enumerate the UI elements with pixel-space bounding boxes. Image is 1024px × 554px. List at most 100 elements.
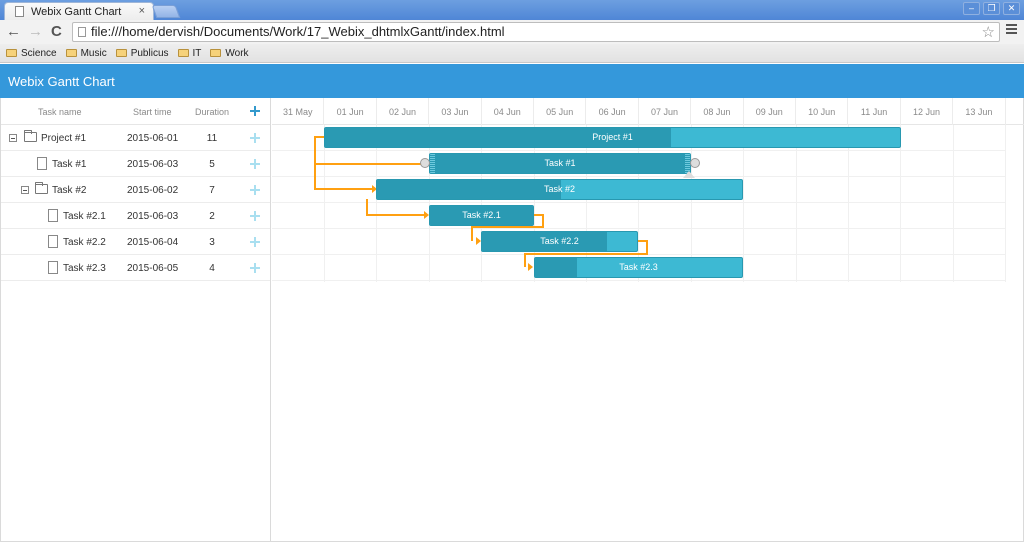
dependency-link[interactable]	[314, 188, 372, 190]
dependency-link[interactable]	[534, 214, 544, 216]
resize-handle-left[interactable]	[430, 154, 435, 173]
gantt-bar-project-1[interactable]: Project #1	[324, 127, 901, 148]
resize-handle-right[interactable]	[685, 154, 690, 173]
column-header-start-time[interactable]: Start time	[133, 107, 172, 117]
reload-button[interactable]: C	[51, 23, 62, 40]
scale-cell: 09 Jun	[744, 98, 796, 125]
grid-row[interactable]: Project #1 2015-06-01 11	[1, 125, 270, 151]
folder-icon	[65, 49, 77, 57]
minimize-button[interactable]: –	[963, 2, 980, 15]
column-header-task-name[interactable]: Task name	[38, 107, 82, 117]
bookmark-label: Science	[21, 47, 57, 59]
grid-header: Task name Start time Duration	[1, 98, 270, 125]
progress-fill	[430, 206, 533, 225]
add-subtask-button[interactable]	[250, 133, 260, 143]
dependency-link[interactable]	[524, 253, 648, 255]
dependency-link[interactable]	[471, 226, 544, 228]
forward-button[interactable]: →	[28, 23, 43, 40]
scale-cell: 03 Jun	[429, 98, 482, 125]
link-end-handle[interactable]	[690, 158, 700, 168]
bar-label: Project #1	[592, 132, 633, 142]
task-start: 2015-06-04	[127, 237, 179, 248]
bar-label: Task #2.3	[619, 262, 658, 272]
task-start: 2015-06-05	[127, 263, 179, 274]
bookmark-it[interactable]: IT	[177, 47, 202, 59]
dependency-link[interactable]	[646, 240, 648, 254]
folder-open-icon	[35, 182, 48, 194]
grid-row[interactable]: Task #2 2015-06-02 7	[1, 177, 270, 203]
task-name: Task #2	[52, 185, 87, 196]
gantt-bar-task-2[interactable]: Task #2	[376, 179, 743, 200]
collapse-icon[interactable]	[21, 186, 29, 194]
grid-row[interactable]: Task #2.2 2015-06-04 3	[1, 229, 270, 255]
bookmark-music[interactable]: Music	[65, 48, 107, 59]
link-arrow-icon	[424, 211, 429, 219]
scale-cell: 31 May	[272, 98, 325, 125]
gantt-bar-task-2-3[interactable]: Task #2.3	[534, 257, 743, 278]
progress-fill	[535, 258, 577, 277]
new-tab-button[interactable]	[151, 5, 181, 18]
grid-row[interactable]: Task #2.3 2015-06-05 4	[1, 255, 270, 281]
add-subtask-button[interactable]	[250, 159, 260, 169]
dependency-link[interactable]	[471, 226, 473, 241]
progress-drag-handle[interactable]	[683, 171, 695, 178]
back-button[interactable]: ←	[6, 23, 21, 40]
gantt-bar-task-1[interactable]: Task #1	[429, 153, 691, 174]
url-text[interactable]: file:///home/dervish/Documents/Work/17_W…	[91, 24, 505, 39]
dependency-link[interactable]	[542, 214, 544, 227]
browser-menu-icon[interactable]	[1006, 24, 1017, 36]
timeline-scale: 31 May 01 Jun 02 Jun 03 Jun 04 Jun 05 Ju…	[272, 98, 1024, 125]
dependency-link[interactable]	[638, 240, 648, 242]
bookmark-publicus[interactable]: Publicus	[115, 48, 169, 59]
dependency-link[interactable]	[314, 163, 424, 165]
gantt-bar-task-2-1[interactable]: Task #2.1	[429, 205, 534, 226]
add-subtask-button[interactable]	[250, 237, 260, 247]
add-subtask-button[interactable]	[250, 185, 260, 195]
task-duration: 11	[206, 133, 218, 144]
file-icon	[48, 261, 58, 274]
folder-icon	[177, 49, 189, 57]
scale-cell: 08 Jun	[691, 98, 744, 125]
bookmark-work[interactable]: Work	[210, 48, 249, 59]
folder-icon	[115, 49, 127, 57]
dependency-link[interactable]	[314, 136, 316, 189]
bookmark-science[interactable]: Science	[6, 48, 57, 59]
task-start: 2015-06-01	[127, 133, 179, 144]
tab-close-button[interactable]: ×	[138, 5, 145, 17]
bookmark-star-icon[interactable]: ☆	[981, 24, 995, 41]
add-subtask-button[interactable]	[250, 211, 260, 221]
dependency-link[interactable]	[366, 214, 424, 216]
browser-titlebar: Webix Gantt Chart × – ❐ ✕	[0, 0, 1024, 21]
app-title: Webix Gantt Chart	[8, 74, 115, 89]
task-duration: 5	[209, 159, 215, 170]
file-icon	[48, 235, 58, 248]
link-start-handle[interactable]	[420, 158, 430, 168]
dependency-link[interactable]	[366, 199, 368, 215]
scale-cell: 07 Jun	[639, 98, 692, 125]
progress-fill	[325, 128, 671, 147]
grid-row[interactable]: Task #2.1 2015-06-03 2	[1, 203, 270, 229]
progress-fill	[377, 180, 561, 199]
folder-open-icon	[24, 130, 37, 142]
gantt-bar-task-2-2[interactable]: Task #2.2	[481, 231, 638, 252]
browser-toolbar: ← → C file:///home/dervish/Documents/Wor…	[0, 20, 1024, 44]
restore-button[interactable]: ❐	[983, 2, 1000, 15]
scale-cell: 01 Jun	[324, 98, 377, 125]
dependency-link[interactable]	[524, 253, 526, 267]
add-subtask-button[interactable]	[250, 263, 260, 273]
link-arrow-icon	[476, 237, 481, 245]
task-name: Task #2.1	[63, 211, 106, 222]
task-name: Project #1	[41, 133, 87, 144]
bookmark-label: IT	[192, 47, 202, 59]
browser-tab[interactable]: Webix Gantt Chart ×	[4, 2, 154, 21]
column-header-duration[interactable]: Duration	[195, 107, 230, 117]
gantt-timeline: 31 May 01 Jun 02 Jun 03 Jun 04 Jun 05 Ju…	[272, 98, 1024, 541]
link-arrow-icon	[528, 263, 533, 271]
dependency-link[interactable]	[314, 136, 324, 138]
scale-cell: 02 Jun	[377, 98, 430, 125]
add-task-button[interactable]	[250, 106, 260, 116]
grid-row[interactable]: Task #1 2015-06-03 5	[1, 151, 270, 177]
collapse-icon[interactable]	[9, 134, 17, 142]
address-bar[interactable]: file:///home/dervish/Documents/Work/17_W…	[72, 22, 1000, 42]
close-window-button[interactable]: ✕	[1003, 2, 1020, 15]
